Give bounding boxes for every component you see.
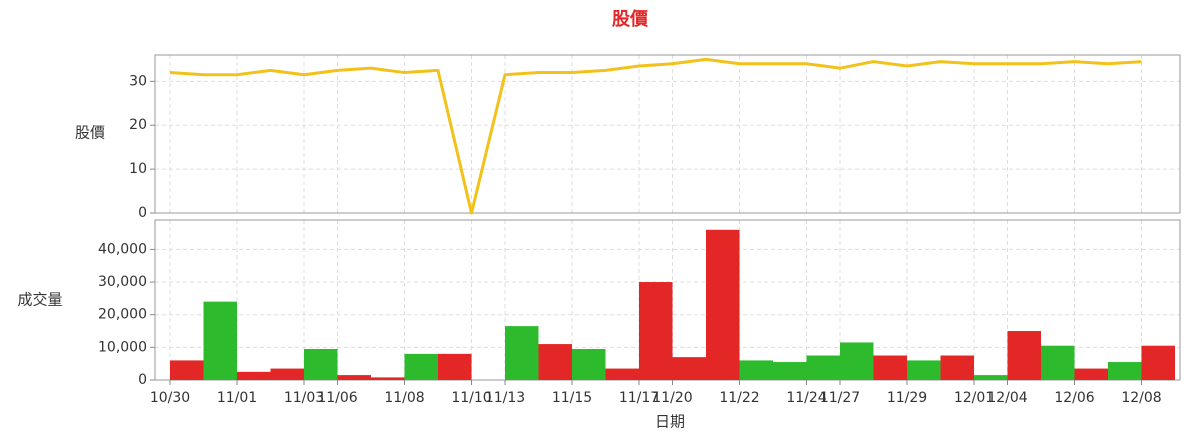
- y-tick-label: 10,000: [98, 339, 147, 355]
- volume-bar: [337, 375, 371, 380]
- y-tick-label: 20,000: [98, 307, 147, 323]
- volume-bar: [438, 353, 472, 380]
- volume-bar: [572, 348, 606, 380]
- y-tick-label: 20: [129, 117, 147, 133]
- volume-bar: [907, 360, 941, 380]
- volume-bar: [840, 342, 874, 380]
- x-tick-label: 12/04: [987, 390, 1027, 406]
- x-tick-label: 11/24: [786, 390, 826, 406]
- y-tick-label: 40,000: [98, 241, 147, 257]
- volume-bar: [773, 362, 807, 380]
- chart-title: 股價: [611, 8, 649, 30]
- volume-bar: [203, 301, 237, 380]
- volume-bar: [1041, 345, 1075, 380]
- volume-bar: [672, 357, 706, 380]
- volume-bar: [974, 375, 1008, 380]
- volume-bar: [806, 355, 840, 380]
- volume-bar: [1007, 331, 1041, 380]
- x-tick-label: 11/13: [485, 390, 525, 406]
- volume-bar: [270, 368, 304, 380]
- x-tick-label: 11/22: [719, 390, 759, 406]
- volume-bar: [739, 360, 773, 380]
- volume-bar: [940, 355, 974, 380]
- volume-bar: [706, 229, 740, 380]
- x-tick-label: 11/10: [451, 390, 491, 406]
- volume-bar: [1108, 362, 1142, 380]
- plot-frame: [154, 54, 1181, 214]
- x-tick-label: 11/29: [887, 390, 927, 406]
- volume-bar: [1074, 368, 1108, 380]
- volume-bar: [304, 348, 338, 380]
- volume-bar: [538, 344, 572, 380]
- volume-bar: [605, 368, 639, 380]
- x-tick-label: 12/01: [954, 390, 994, 406]
- volume-bar: [1141, 345, 1175, 380]
- y-tick-label: 0: [138, 205, 147, 221]
- y-axis-label: 股價: [75, 124, 105, 142]
- volume-bar: [237, 371, 271, 380]
- volume-bar: [371, 377, 405, 380]
- x-tick-label: 10/30: [150, 390, 190, 406]
- x-axis-label: 日期: [655, 413, 685, 431]
- price-line: [169, 57, 1142, 215]
- y-axis-label: 成交量: [17, 291, 62, 309]
- y-tick-label: 10: [129, 161, 147, 177]
- x-tick-label: 11/15: [552, 390, 592, 406]
- volume-bar: [404, 353, 438, 380]
- x-tick-label: 12/06: [1054, 390, 1094, 406]
- x-tick-label: 11/17: [619, 390, 659, 406]
- y-tick-label: 30,000: [98, 274, 147, 290]
- x-tick-label: 11/06: [317, 390, 357, 406]
- x-tick-label: 11/03: [284, 390, 324, 406]
- x-tick-label: 12/08: [1121, 390, 1161, 406]
- x-tick-label: 11/01: [217, 390, 257, 406]
- volume-bar: [505, 326, 539, 380]
- volume-bar: [170, 360, 204, 380]
- volume-bar: [873, 355, 907, 380]
- x-tick-label: 11/27: [820, 390, 860, 406]
- x-tick-label: 11/20: [652, 390, 692, 406]
- x-tick-label: 11/08: [384, 390, 424, 406]
- y-tick-label: 30: [129, 73, 147, 89]
- volume-bar: [639, 282, 673, 380]
- y-tick-label: 0: [138, 372, 147, 388]
